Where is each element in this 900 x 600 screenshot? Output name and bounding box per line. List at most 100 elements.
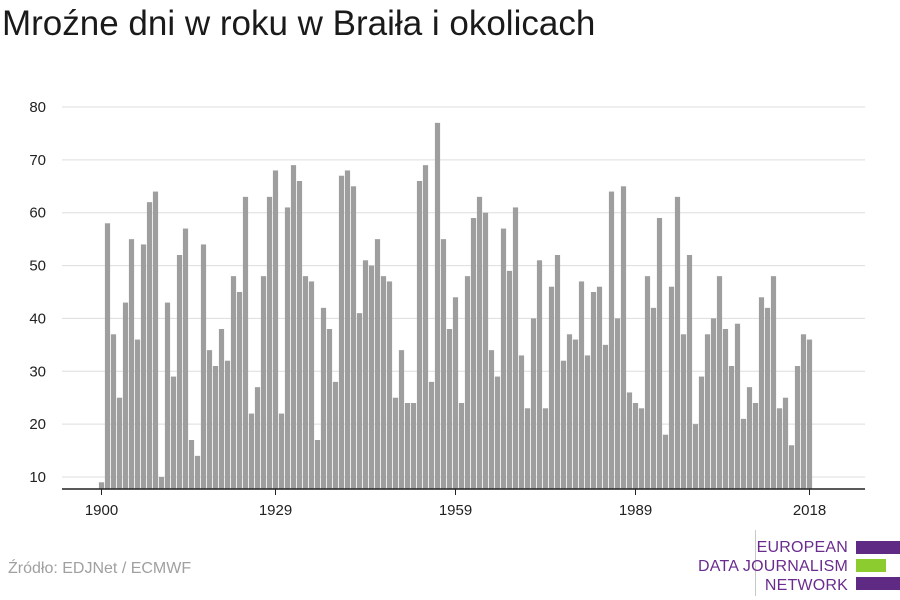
bar-1959 [452,297,459,489]
bar-1979 [572,339,579,489]
y-tick-label: 60 [29,205,46,222]
bar-2003 [716,276,723,489]
bar-1972 [530,318,537,489]
bar-2004 [722,329,729,489]
bar-1967 [500,228,507,490]
bar-1926 [254,387,261,489]
bar-1954 [422,165,429,489]
x-tick-label: 1900 [85,502,118,519]
bar-1948 [386,281,393,489]
bar-1921 [224,360,231,489]
bar-1976 [554,255,561,489]
bar-1904 [122,302,129,489]
bar-2000 [698,376,705,489]
bar-1953 [416,181,423,489]
bar-1940 [338,175,345,489]
chart-title: Mroźne dni w roku w Braiła i okolicach [2,4,596,43]
y-tick-label: 10 [29,469,46,486]
bar-1924 [242,196,249,489]
bar-1909 [152,191,159,490]
bar-2016 [794,366,801,489]
bar-1905 [128,239,135,489]
x-tick-label: 1959 [439,502,472,519]
x-tick-label: 2018 [793,502,826,519]
bar-2010 [758,297,765,489]
logo-line-1: EUROPEAN [756,539,848,556]
bar-1965 [488,350,495,489]
bar-1952 [410,403,417,489]
bar-1934 [302,276,309,489]
bar-2005 [728,366,735,489]
bar-1955 [428,381,435,489]
bar-2009 [752,403,759,489]
bar-1936 [314,440,321,489]
bar-1984 [602,344,609,489]
bar-1993 [656,218,663,489]
bar-1912 [170,376,177,489]
y-tick-label: 20 [29,416,46,433]
bar-1946 [374,239,381,489]
bar-1968 [506,270,513,489]
bar-1991 [644,276,651,489]
bar-1964 [482,212,489,489]
bar-2012 [770,276,777,489]
bar-1927 [260,276,267,489]
bar-1949 [392,397,399,489]
bar-1958 [446,329,453,489]
bar-2013 [776,408,783,489]
bar-1914 [182,228,189,490]
bar-1961 [464,276,471,489]
logo-bar-bottom [856,577,900,590]
bar-1978 [566,334,573,489]
source-note: Źródło: EDJNet / ECMWF [8,560,192,577]
bar-1985 [608,191,615,490]
bar-1977 [560,360,567,489]
bar-2002 [710,318,717,489]
bar-1925 [248,413,255,489]
bar-1945 [368,265,375,489]
bar-1971 [524,408,531,489]
bar-1917 [200,244,207,489]
edjnet-logo: EUROPEAN DATA JOURNALISM NETWORK [660,530,900,596]
bar-1943 [356,313,363,489]
y-tick-label: 40 [29,310,46,327]
bar-1988 [626,392,633,489]
y-tick-label: 30 [29,363,46,380]
bar-1956 [434,122,441,489]
bar-1950 [398,350,405,489]
bar-1996 [674,196,681,489]
bar-1930 [278,413,285,489]
bar-1944 [362,260,369,489]
x-axis-ticks: 1900 1929 1959 1989 2018 [85,489,826,519]
bar-1939 [332,381,339,489]
bar-1995 [668,286,675,489]
bars [98,122,813,490]
bar-2017 [800,334,807,489]
bar-1990 [638,408,645,489]
y-tick-label: 80 [29,99,46,116]
bar-1913 [176,255,183,489]
bar-1929 [272,170,279,489]
bar-1920 [218,329,225,489]
bar-1981 [584,355,591,489]
logo-line-3: NETWORK [764,577,848,594]
bar-chart: 10 20 30 40 50 60 70 80 1900 1929 1959 1989 2018 [29,99,865,519]
bar-1908 [146,202,153,489]
bar-1951 [404,403,411,489]
bar-1973 [536,260,543,489]
logo-line-2: DATA JOURNALISM [698,558,848,575]
bar-1906 [134,339,141,489]
bar-1957 [440,239,447,489]
x-tick-label: 1989 [619,502,652,519]
bar-1922 [230,276,237,489]
logo-divider [755,530,756,596]
bar-1915 [188,440,195,489]
bar-1986 [614,318,621,489]
logo-text: EUROPEAN DATA JOURNALISM NETWORK [698,538,848,595]
bar-1932 [290,165,297,489]
bar-1916 [194,455,201,489]
y-tick-label: 70 [29,152,46,169]
bar-1997 [680,334,687,489]
bar-2015 [788,445,795,489]
bar-1900 [98,482,105,489]
